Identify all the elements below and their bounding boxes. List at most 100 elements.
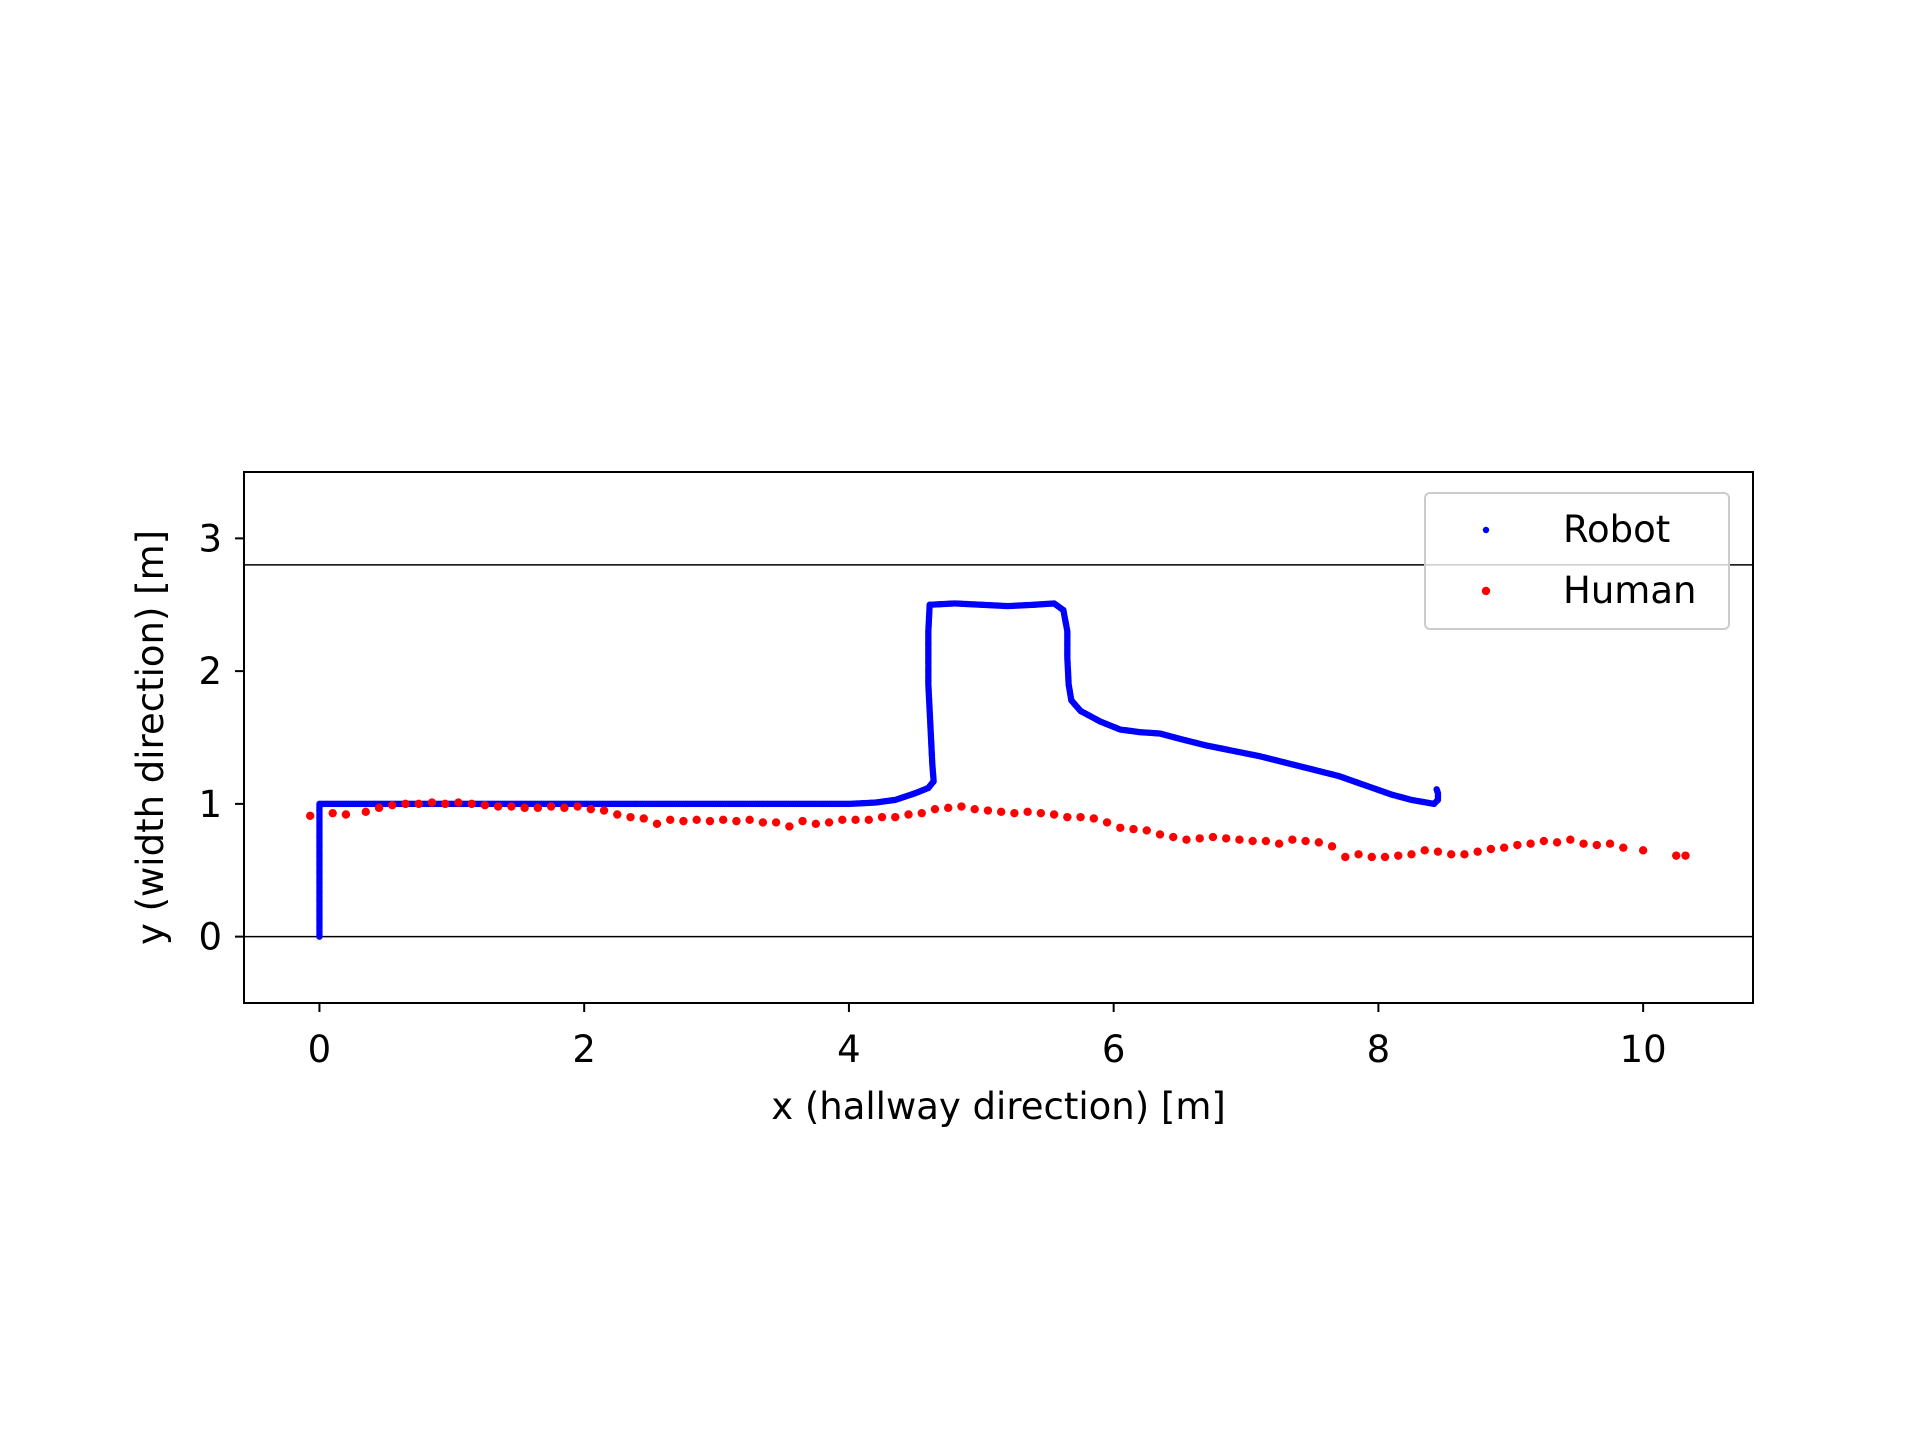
y-axis-label: y (width direction) [m]	[129, 530, 172, 945]
human-point	[573, 802, 582, 811]
human-point	[1367, 852, 1376, 862]
human-point	[1195, 834, 1204, 843]
human-point	[1063, 812, 1072, 822]
human-point	[1552, 838, 1562, 847]
x-tick-label: 6	[1102, 1028, 1126, 1071]
human-point	[599, 806, 609, 815]
human-point	[1049, 810, 1059, 819]
human-point	[1354, 850, 1363, 859]
plot-frame	[243, 471, 1754, 1004]
human-point	[560, 803, 569, 813]
human-point	[904, 810, 913, 819]
human-point	[546, 802, 556, 811]
legend: Robot Human	[1424, 492, 1730, 630]
human-point	[1261, 836, 1271, 846]
human-point	[520, 803, 529, 813]
human-point	[1010, 808, 1019, 818]
human-point	[1486, 844, 1496, 854]
human-point	[441, 799, 450, 809]
human-point	[1566, 835, 1575, 844]
human-point	[771, 818, 781, 827]
human-point	[930, 804, 940, 814]
human-point	[1539, 836, 1549, 846]
human-point	[1142, 826, 1151, 835]
human-point	[401, 799, 410, 809]
human-point	[1526, 839, 1535, 848]
human-point	[341, 810, 351, 819]
x-axis-label: x (hallway direction) [m]	[771, 1085, 1226, 1128]
human-point	[1420, 846, 1429, 855]
human-point	[798, 816, 807, 826]
human-point	[1579, 839, 1588, 848]
human-point	[427, 798, 437, 807]
human-point	[1672, 851, 1681, 860]
human-point	[718, 815, 728, 825]
human-point	[983, 806, 993, 815]
human-point	[666, 815, 675, 825]
human-point	[1129, 824, 1138, 834]
series-human	[305, 798, 1690, 862]
x-tick-label: 4	[837, 1028, 861, 1071]
human-point	[1619, 843, 1628, 852]
human-point	[917, 808, 926, 818]
human-point	[652, 819, 662, 828]
human-point	[1288, 835, 1297, 844]
human-point	[1407, 850, 1416, 859]
human-point	[811, 819, 821, 828]
y-tick-label: 3	[198, 517, 222, 560]
human-point	[1301, 836, 1310, 846]
human-point	[705, 816, 715, 826]
human-point	[1036, 808, 1046, 818]
human-point	[1076, 812, 1085, 822]
human-point	[1327, 842, 1337, 851]
human-point	[626, 812, 635, 822]
human-point	[851, 815, 860, 825]
human-point	[480, 801, 490, 810]
human-point	[1592, 840, 1602, 850]
human-point	[1394, 851, 1403, 860]
human-point	[1089, 814, 1099, 823]
human-point	[454, 798, 463, 807]
human-point	[533, 803, 543, 813]
x-tick-label: 8	[1367, 1028, 1391, 1071]
human-point	[745, 815, 754, 825]
human-point	[586, 804, 596, 814]
human-point	[1169, 832, 1178, 842]
human-point	[361, 807, 370, 817]
human-point	[1460, 850, 1469, 859]
x-tick-label: 10	[1620, 1028, 1667, 1071]
human-point	[1473, 847, 1482, 856]
human-point	[996, 807, 1006, 817]
legend-label-robot: Robot	[1563, 508, 1670, 551]
human-point	[679, 816, 688, 826]
human-point	[824, 818, 834, 827]
legend-box	[1424, 492, 1730, 630]
human-point	[328, 808, 337, 818]
human-point	[1116, 823, 1125, 832]
human-point	[891, 812, 900, 822]
human-point	[374, 803, 384, 813]
human-point	[1221, 834, 1231, 843]
human-point	[388, 801, 397, 810]
y-tick-label: 1	[198, 783, 222, 826]
human-point	[467, 799, 476, 809]
human-point	[1155, 830, 1165, 839]
human-point	[1341, 852, 1350, 862]
human-point	[758, 818, 768, 827]
human-point	[970, 804, 979, 814]
human-point	[692, 815, 701, 825]
human-point	[1235, 835, 1244, 844]
human-point	[1447, 850, 1456, 859]
robot-point	[1433, 786, 1440, 793]
human-point	[957, 802, 966, 811]
x-tick-label: 2	[572, 1028, 596, 1071]
human-point	[1433, 847, 1443, 856]
legend-marker-human	[1481, 586, 1491, 596]
human-point	[1314, 838, 1324, 847]
x-tick-label: 0	[308, 1028, 332, 1071]
human-point	[1023, 807, 1032, 817]
human-point	[838, 815, 847, 825]
